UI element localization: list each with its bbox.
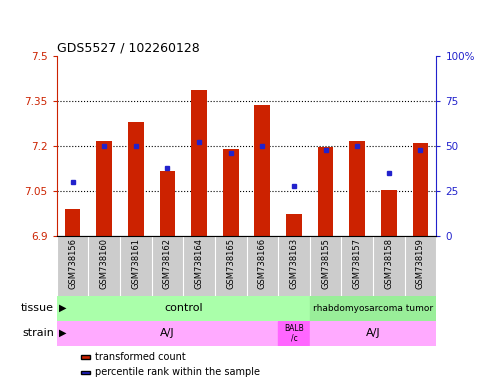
Text: percentile rank within the sample: percentile rank within the sample <box>95 367 260 377</box>
Text: GDS5527 / 102260128: GDS5527 / 102260128 <box>57 41 200 55</box>
Text: GSM738159: GSM738159 <box>416 238 425 289</box>
Text: GSM738162: GSM738162 <box>163 238 172 289</box>
Bar <box>191 90 207 236</box>
Bar <box>88 236 120 296</box>
Bar <box>405 236 436 296</box>
Text: GSM738165: GSM738165 <box>226 238 235 289</box>
Bar <box>160 172 176 236</box>
Bar <box>65 209 80 236</box>
Text: A/J: A/J <box>160 328 175 338</box>
Bar <box>183 236 215 296</box>
Bar <box>278 321 310 346</box>
Bar <box>350 141 365 236</box>
Text: GSM738156: GSM738156 <box>68 238 77 289</box>
Text: GSM738166: GSM738166 <box>258 238 267 289</box>
Text: GSM738163: GSM738163 <box>289 238 298 289</box>
Bar <box>215 236 246 296</box>
Text: rhabdomyosarcoma tumor: rhabdomyosarcoma tumor <box>313 304 433 313</box>
Bar <box>246 236 278 296</box>
Text: GSM738158: GSM738158 <box>385 238 393 289</box>
Bar <box>254 105 270 236</box>
Bar <box>373 236 405 296</box>
Text: ▶: ▶ <box>59 328 67 338</box>
Text: GSM738155: GSM738155 <box>321 238 330 289</box>
Text: strain: strain <box>22 328 54 338</box>
Text: BALB
/c: BALB /c <box>284 324 304 343</box>
Text: GSM738161: GSM738161 <box>131 238 141 289</box>
Bar <box>310 321 436 346</box>
Text: transformed count: transformed count <box>95 352 186 362</box>
Bar <box>310 236 341 296</box>
Bar <box>341 236 373 296</box>
Bar <box>128 122 143 236</box>
Text: tissue: tissue <box>21 303 54 313</box>
Text: control: control <box>164 303 203 313</box>
Bar <box>120 236 152 296</box>
Bar <box>413 143 428 236</box>
Text: A/J: A/J <box>366 328 380 338</box>
Bar <box>381 190 397 236</box>
Text: GSM738164: GSM738164 <box>195 238 204 289</box>
Text: ▶: ▶ <box>59 303 67 313</box>
Bar <box>223 149 239 236</box>
Bar <box>57 236 88 296</box>
Bar <box>57 296 310 321</box>
Bar <box>317 147 333 236</box>
Bar <box>96 141 112 236</box>
Bar <box>286 214 302 236</box>
Text: GSM738157: GSM738157 <box>352 238 362 289</box>
Bar <box>57 321 278 346</box>
Text: GSM738160: GSM738160 <box>100 238 108 289</box>
Bar <box>152 236 183 296</box>
Bar <box>310 296 436 321</box>
Bar <box>278 236 310 296</box>
